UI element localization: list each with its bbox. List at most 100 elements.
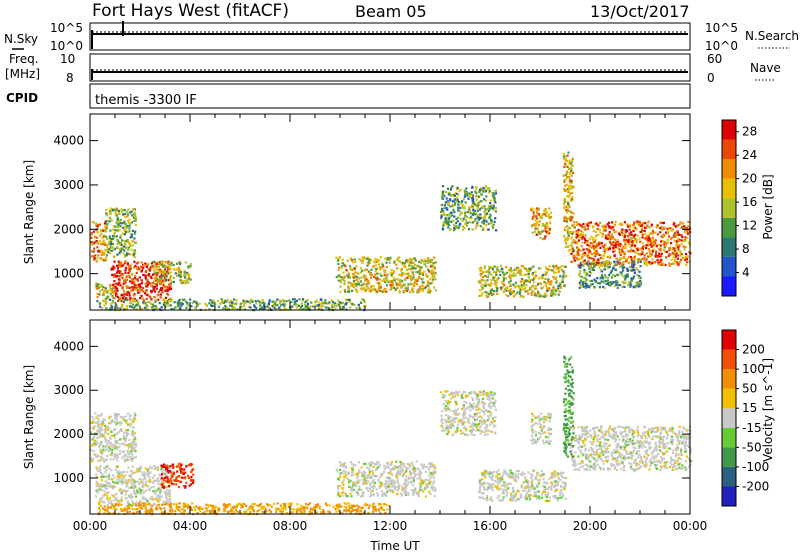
data-point (278, 306, 281, 309)
data-point (346, 259, 349, 262)
data-point (154, 273, 157, 276)
data-point (169, 278, 172, 281)
data-point (565, 165, 568, 168)
data-point (128, 474, 131, 477)
data-point (111, 494, 114, 497)
data-point (534, 270, 537, 274)
data-point (106, 222, 109, 226)
data-point (133, 486, 136, 489)
data-point (360, 284, 363, 287)
data-point (521, 288, 524, 291)
data-point (125, 431, 128, 434)
data-point (289, 307, 292, 310)
data-point (146, 485, 149, 488)
data-point (337, 279, 340, 282)
data-point (634, 238, 637, 241)
data-point (110, 430, 113, 434)
data-point (571, 247, 574, 250)
data-point (93, 425, 96, 428)
data-point (128, 503, 131, 506)
data-point (612, 267, 615, 270)
data-point (185, 465, 188, 468)
data-point (117, 299, 120, 302)
data-point (597, 233, 600, 237)
data-point (134, 308, 137, 311)
data-point (678, 238, 681, 241)
data-point (204, 302, 207, 306)
data-point (360, 269, 364, 272)
data-point (92, 450, 95, 453)
data-point (140, 479, 143, 482)
data-point (373, 275, 376, 279)
data-point (627, 238, 630, 241)
data-point (684, 236, 687, 239)
data-point (563, 185, 567, 188)
data-point (134, 492, 137, 495)
data-point (637, 276, 641, 279)
data-point (512, 283, 515, 286)
data-point (149, 465, 152, 468)
data-point (131, 495, 134, 498)
data-point (320, 302, 323, 305)
data-point (128, 224, 131, 227)
data-point (660, 226, 663, 229)
data-point (129, 424, 132, 427)
data-point (384, 270, 387, 273)
data-point (162, 463, 166, 466)
data-point (496, 288, 499, 291)
data-point (261, 301, 264, 304)
data-point (155, 283, 158, 286)
data-point (146, 472, 149, 475)
data-point (680, 253, 683, 256)
data-point (119, 488, 122, 491)
data-point (268, 299, 271, 302)
data-point (601, 235, 604, 238)
data-point (150, 262, 153, 265)
data-point (534, 219, 537, 222)
data-point (634, 226, 637, 229)
data-point (157, 272, 160, 275)
data-point (135, 299, 138, 302)
data-point (93, 439, 96, 442)
data-point (644, 263, 647, 266)
data-point (492, 204, 495, 207)
data-point (135, 489, 139, 492)
data-point (425, 265, 428, 268)
data-point (117, 241, 120, 244)
data-point (443, 204, 446, 207)
data-point (520, 265, 523, 268)
data-point (132, 478, 135, 482)
data-point (190, 475, 193, 479)
data-point (539, 215, 542, 219)
data-point (435, 261, 438, 264)
data-point (127, 219, 130, 222)
data-point (483, 198, 486, 201)
data-point (318, 306, 321, 309)
data-point (145, 297, 148, 301)
data-point (111, 301, 114, 304)
data-point (670, 258, 673, 261)
data-point (130, 234, 133, 237)
data-point (682, 245, 685, 248)
data-point (140, 307, 143, 310)
data-point (680, 258, 683, 261)
data-point (571, 224, 574, 227)
data-point (566, 230, 569, 233)
data-point (629, 238, 632, 241)
data-point (459, 217, 462, 220)
data-point (121, 480, 124, 483)
data-point (167, 264, 170, 267)
data-point (447, 226, 450, 229)
data-point (385, 290, 388, 293)
data-point (165, 261, 168, 264)
data-point (105, 444, 108, 447)
data-point (256, 504, 259, 507)
data-point (476, 204, 479, 207)
data-point (144, 497, 147, 500)
data-point (120, 482, 123, 485)
data-point (165, 502, 168, 505)
data-point (503, 277, 506, 280)
data-point (91, 421, 94, 424)
data-point (104, 449, 107, 452)
data-point (105, 468, 108, 471)
